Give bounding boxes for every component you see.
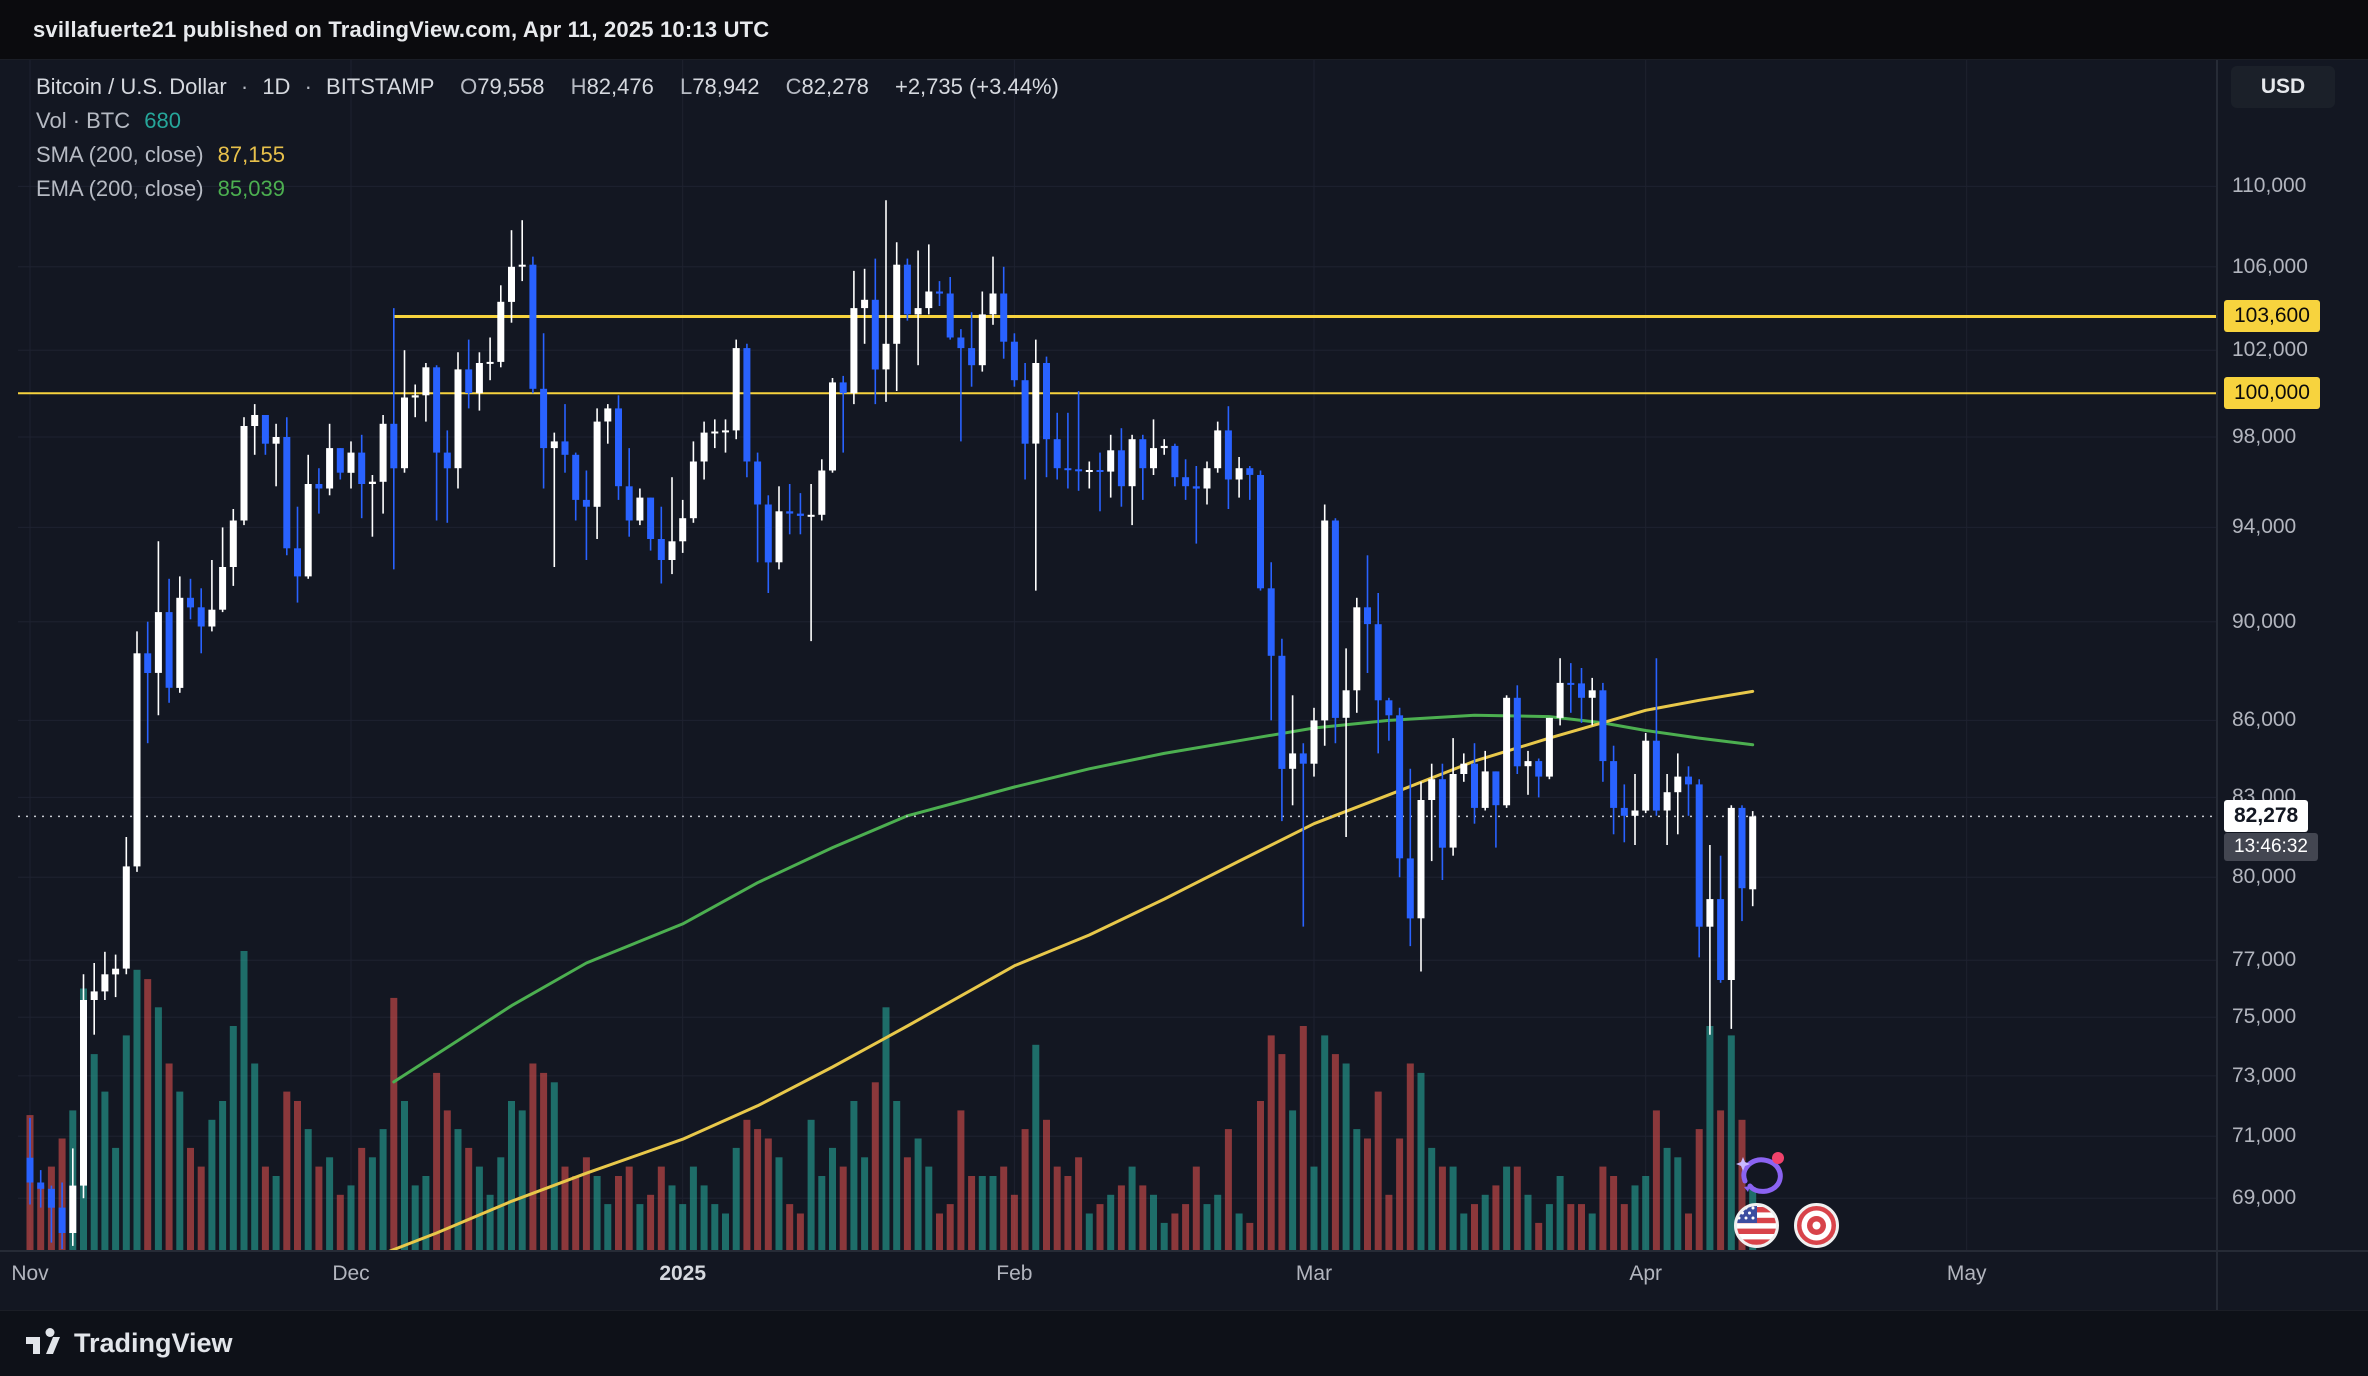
time-tick-label[interactable]: 2025 (659, 1262, 707, 1285)
price-level-label[interactable]: 100,000 (2224, 377, 2320, 410)
volume-legend-row[interactable]: Vol · BTC 680 (36, 104, 1059, 138)
interval-label[interactable]: 1D (262, 74, 291, 99)
sma-label: SMA (200, close) (36, 142, 204, 167)
currency-toggle-button[interactable]: USD (2231, 66, 2335, 108)
price-tick-label: 94,000 (2232, 515, 2297, 539)
price-tick-label: 73,000 (2232, 1063, 2297, 1087)
time-tick-label[interactable]: Dec (332, 1262, 370, 1285)
time-tick-label[interactable]: Nov (11, 1262, 49, 1285)
legend-separator: · (304, 74, 312, 99)
ema-label: EMA (200, close) (36, 176, 204, 201)
price-level-label[interactable]: 103,600 (2224, 300, 2320, 333)
chart-legend: Bitcoin / U.S. Dollar · 1D · BITSTAMP O7… (36, 70, 1059, 206)
publish-info: svillafuerte21 published on TradingView.… (33, 16, 770, 42)
ema-legend-row[interactable]: EMA (200, close) 85,039 (36, 172, 1059, 206)
symbol-title[interactable]: Bitcoin / U.S. Dollar (36, 74, 227, 99)
ema-value: 85,039 (217, 176, 285, 201)
low-value: 78,942 (692, 74, 760, 99)
time-tick-label[interactable]: Mar (1295, 1262, 1333, 1285)
price-tick-label: 98,000 (2232, 425, 2297, 448)
price-tick-label: 102,000 (2232, 338, 2308, 362)
candles[interactable] (26, 200, 1757, 1250)
open-label: O (460, 74, 478, 99)
publish-header: svillafuerte21 published on TradingView.… (0, 0, 2368, 60)
price-tick-label: 110,000 (2232, 174, 2307, 198)
footer-bar: TradingView (0, 1310, 2368, 1376)
price-tick-label: 71,000 (2232, 1124, 2297, 1148)
time-tick-label[interactable]: Apr (1629, 1262, 1663, 1285)
price-tick-label: 75,000 (2232, 1005, 2297, 1029)
sticker-target-icon (1793, 1202, 1840, 1249)
price-tick-label: 86,000 (2232, 708, 2297, 732)
volume-value: 680 (144, 108, 181, 133)
time-tick-label[interactable]: May (1946, 1262, 1987, 1285)
close-value: 82,278 (801, 74, 869, 99)
price-tick-label: 106,000 (2232, 254, 2308, 278)
close-label: C (785, 74, 802, 99)
last-price-label: 82,278 (2224, 800, 2309, 833)
price-tick-label: 80,000 (2232, 865, 2297, 889)
change-value: +2,735 (+3.44%) (894, 74, 1059, 99)
sma-value: 87,155 (217, 142, 285, 167)
boost-icon (1733, 1145, 1790, 1202)
price-tick-label: 69,000 (2232, 1186, 2297, 1210)
ema-200-line[interactable] (392, 713, 1755, 1084)
price-tick-label: 90,000 (2232, 609, 2297, 633)
open-value: 79,558 (477, 74, 545, 99)
time-tick-label[interactable]: Feb (996, 1262, 1033, 1285)
price-tick-label: 77,000 (2232, 948, 2297, 972)
tradingview-logo[interactable] (26, 1328, 60, 1359)
sma-legend-row[interactable]: SMA (200, close) 87,155 (36, 138, 1059, 172)
legend-separator: · (240, 74, 249, 99)
symbol-legend-row[interactable]: Bitcoin / U.S. Dollar · 1D · BITSTAMP O7… (36, 70, 1059, 104)
exchange-label[interactable]: BITSTAMP (326, 74, 434, 99)
bar-countdown-label: 13:46:32 (2224, 833, 2318, 862)
sticker-flag-icon (1733, 1202, 1780, 1249)
high-label: H (570, 74, 587, 99)
tradingview-brand[interactable]: TradingView (74, 1328, 233, 1358)
high-value: 82,476 (586, 74, 654, 99)
volume-label: Vol · BTC (36, 108, 131, 133)
low-label: L (679, 74, 693, 99)
